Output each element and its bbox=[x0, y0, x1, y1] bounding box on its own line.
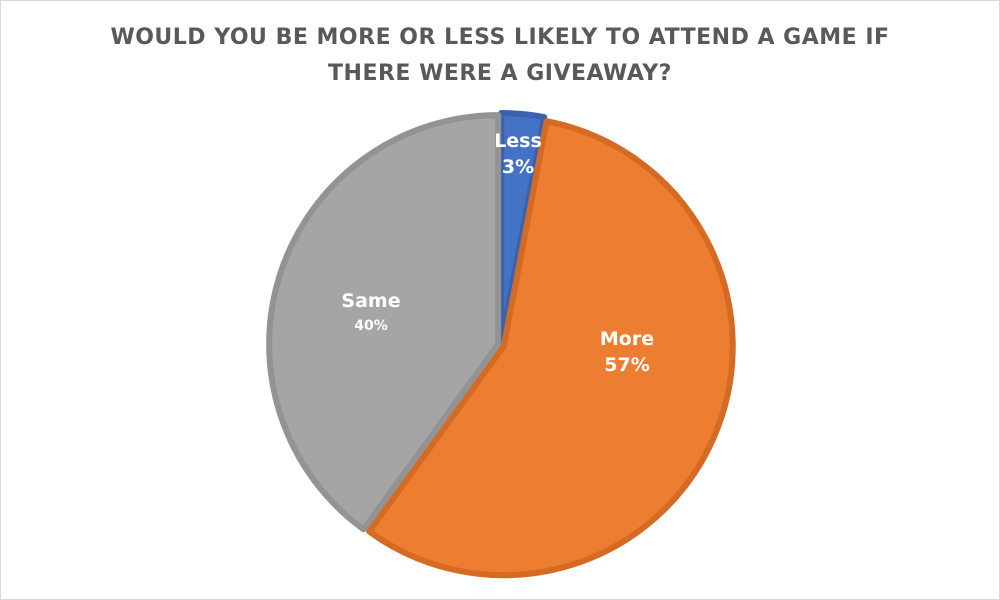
chart-title-line-1: WOULD YOU BE MORE OR LESS LIKELY TO ATTE… bbox=[110, 25, 890, 50]
chart-title: WOULD YOU BE MORE OR LESS LIKELY TO ATTE… bbox=[0, 20, 1000, 92]
slice-pct-same: 40% bbox=[354, 318, 388, 334]
slice-name-same: Same bbox=[341, 290, 401, 312]
slice-label-more: More 57% bbox=[600, 326, 654, 378]
pie-slice-less bbox=[498, 110, 548, 346]
slice-pct-more: 57% bbox=[604, 354, 650, 376]
slice-name-more: More bbox=[599, 328, 655, 350]
chart-title-line-2: THERE WERE A GIVEAWAY? bbox=[328, 61, 672, 86]
slice-label-same: Same 40% bbox=[341, 288, 400, 338]
slice-pct-less: 3% bbox=[501, 156, 535, 178]
slice-name-less: Less bbox=[494, 130, 542, 152]
slice-label-less: Less 3% bbox=[494, 128, 542, 180]
pie-slice-same bbox=[266, 112, 502, 533]
pie-slice-more bbox=[366, 118, 736, 579]
